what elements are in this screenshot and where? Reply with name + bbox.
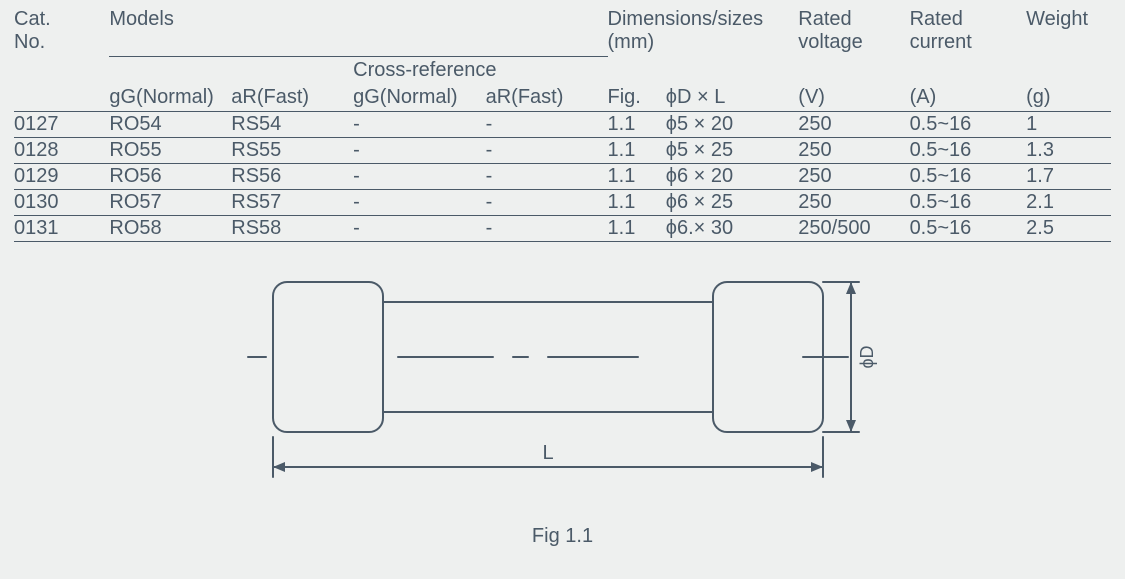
hdr-cat-l1: Cat.: [14, 8, 51, 30]
hdr-dl: ϕD × L: [666, 86, 726, 108]
cell-dl: ϕ5 × 25: [666, 137, 798, 163]
cell-w: 1.7: [1026, 163, 1111, 189]
cell-v: 250/500: [798, 215, 909, 241]
hdr-a: (A): [910, 86, 937, 108]
cell-fig: 1.1: [608, 111, 666, 137]
cell-xgg: -: [353, 189, 485, 215]
table-row: 0128RO55RS55--1.1ϕ5 × 252500.5~161.3: [14, 137, 1111, 163]
cell-a: 0.5~16: [910, 137, 1027, 163]
cell-ar: RS55: [231, 137, 353, 163]
hdr-crossref: Cross-reference: [353, 59, 496, 81]
cell-dl: ϕ6.× 30: [666, 215, 798, 241]
table-row: 0127RO54RS54--1.1ϕ5 × 202500.5~161: [14, 111, 1111, 137]
cell-w: 1.3: [1026, 137, 1111, 163]
cell-fig: 1.1: [608, 189, 666, 215]
table-row: 0131RO58RS58--1.1ϕ6.× 30250/5000.5~162.5: [14, 215, 1111, 241]
cell-gg: RO57: [109, 189, 231, 215]
hdr-cat-l2: No.: [14, 31, 45, 53]
cell-ar: RS58: [231, 215, 353, 241]
cell-dl: ϕ6 × 25: [666, 189, 798, 215]
cell-a: 0.5~16: [910, 189, 1027, 215]
hdr-xar: aR(Fast): [486, 86, 564, 108]
table-row: 0130RO57RS57--1.1ϕ6 × 252500.5~162.1: [14, 189, 1111, 215]
cell-gg: RO56: [109, 163, 231, 189]
hdr-rated-a: Rated current: [910, 6, 1027, 56]
hdr-ar: aR(Fast): [231, 86, 309, 108]
hdr-v: (V): [798, 86, 825, 108]
cell-cat: 0131: [14, 215, 109, 241]
hdr-cat: Cat. No.: [14, 6, 109, 84]
cell-xgg: -: [353, 137, 485, 163]
cell-ar: RS57: [231, 189, 353, 215]
cell-v: 250: [798, 137, 909, 163]
cell-xar: -: [486, 189, 608, 215]
cell-w: 1: [1026, 111, 1111, 137]
cell-fig: 1.1: [608, 137, 666, 163]
cell-cat: 0128: [14, 137, 109, 163]
fuse-diagram: ϕD L: [243, 272, 883, 507]
cell-a: 0.5~16: [910, 111, 1027, 137]
svg-text:ϕD: ϕD: [857, 345, 877, 368]
cell-fig: 1.1: [608, 215, 666, 241]
hdr-g: (g): [1026, 86, 1050, 108]
cell-ar: RS56: [231, 163, 353, 189]
fuse-spec-table: Cat. No. Models Dimensions/sizes (mm) Ra…: [14, 6, 1111, 242]
cell-gg: RO55: [109, 137, 231, 163]
cell-cat: 0127: [14, 111, 109, 137]
hdr-dims: Dimensions/sizes (mm): [608, 6, 799, 56]
figure-1-1: ϕD L Fig 1.1: [14, 272, 1111, 548]
table-row: 0129RO56RS56--1.1ϕ6 × 202500.5~161.7: [14, 163, 1111, 189]
cell-fig: 1.1: [608, 163, 666, 189]
cell-xar: -: [486, 137, 608, 163]
cell-v: 250: [798, 163, 909, 189]
cell-dl: ϕ6 × 20: [666, 163, 798, 189]
hdr-rated-v: Rated voltage: [798, 6, 909, 56]
hdr-models: Models: [109, 8, 173, 30]
cell-cat: 0129: [14, 163, 109, 189]
figure-caption: Fig 1.1: [14, 525, 1111, 548]
cell-xgg: -: [353, 215, 485, 241]
cell-gg: RO54: [109, 111, 231, 137]
cell-xar: -: [486, 111, 608, 137]
cell-a: 0.5~16: [910, 163, 1027, 189]
cell-xar: -: [486, 215, 608, 241]
cell-v: 250: [798, 189, 909, 215]
hdr-weight: Weight: [1026, 6, 1111, 56]
spec-tbody: 0127RO54RS54--1.1ϕ5 × 202500.5~1610128RO…: [14, 111, 1111, 241]
svg-text:L: L: [542, 442, 553, 464]
cell-w: 2.1: [1026, 189, 1111, 215]
cell-v: 250: [798, 111, 909, 137]
hdr-fig: Fig.: [608, 86, 641, 108]
cell-cat: 0130: [14, 189, 109, 215]
cell-xgg: -: [353, 111, 485, 137]
cell-dl: ϕ5 × 20: [666, 111, 798, 137]
hdr-gg: gG(Normal): [109, 86, 213, 108]
cell-xar: -: [486, 163, 608, 189]
cell-ar: RS54: [231, 111, 353, 137]
cell-w: 2.5: [1026, 215, 1111, 241]
hdr-xgg: gG(Normal): [353, 86, 457, 108]
cell-a: 0.5~16: [910, 215, 1027, 241]
cell-gg: RO58: [109, 215, 231, 241]
cell-xgg: -: [353, 163, 485, 189]
